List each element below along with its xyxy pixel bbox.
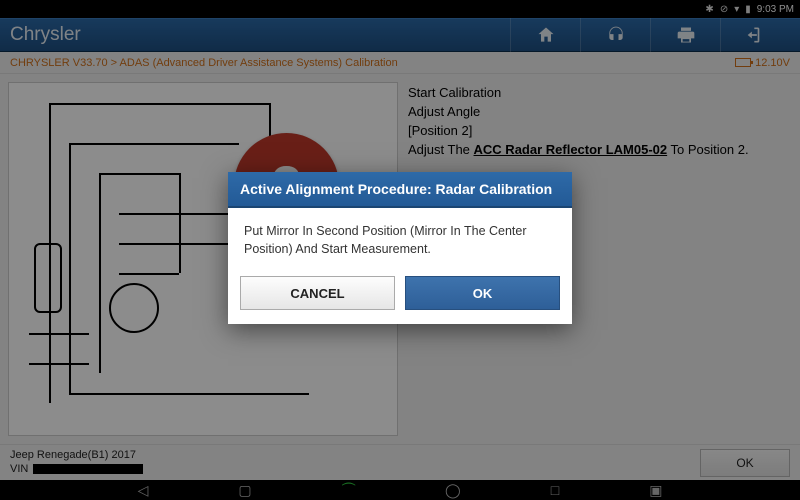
cancel-button[interactable]: CANCEL <box>240 276 395 310</box>
dialog-title: Active Alignment Procedure: Radar Calibr… <box>228 172 572 208</box>
ok-button[interactable]: OK <box>405 276 560 310</box>
dialog-actions: CANCEL OK <box>228 276 572 324</box>
dialog-body: Put Mirror In Second Position (Mirror In… <box>228 208 572 276</box>
calibration-dialog: Active Alignment Procedure: Radar Calibr… <box>228 172 572 324</box>
